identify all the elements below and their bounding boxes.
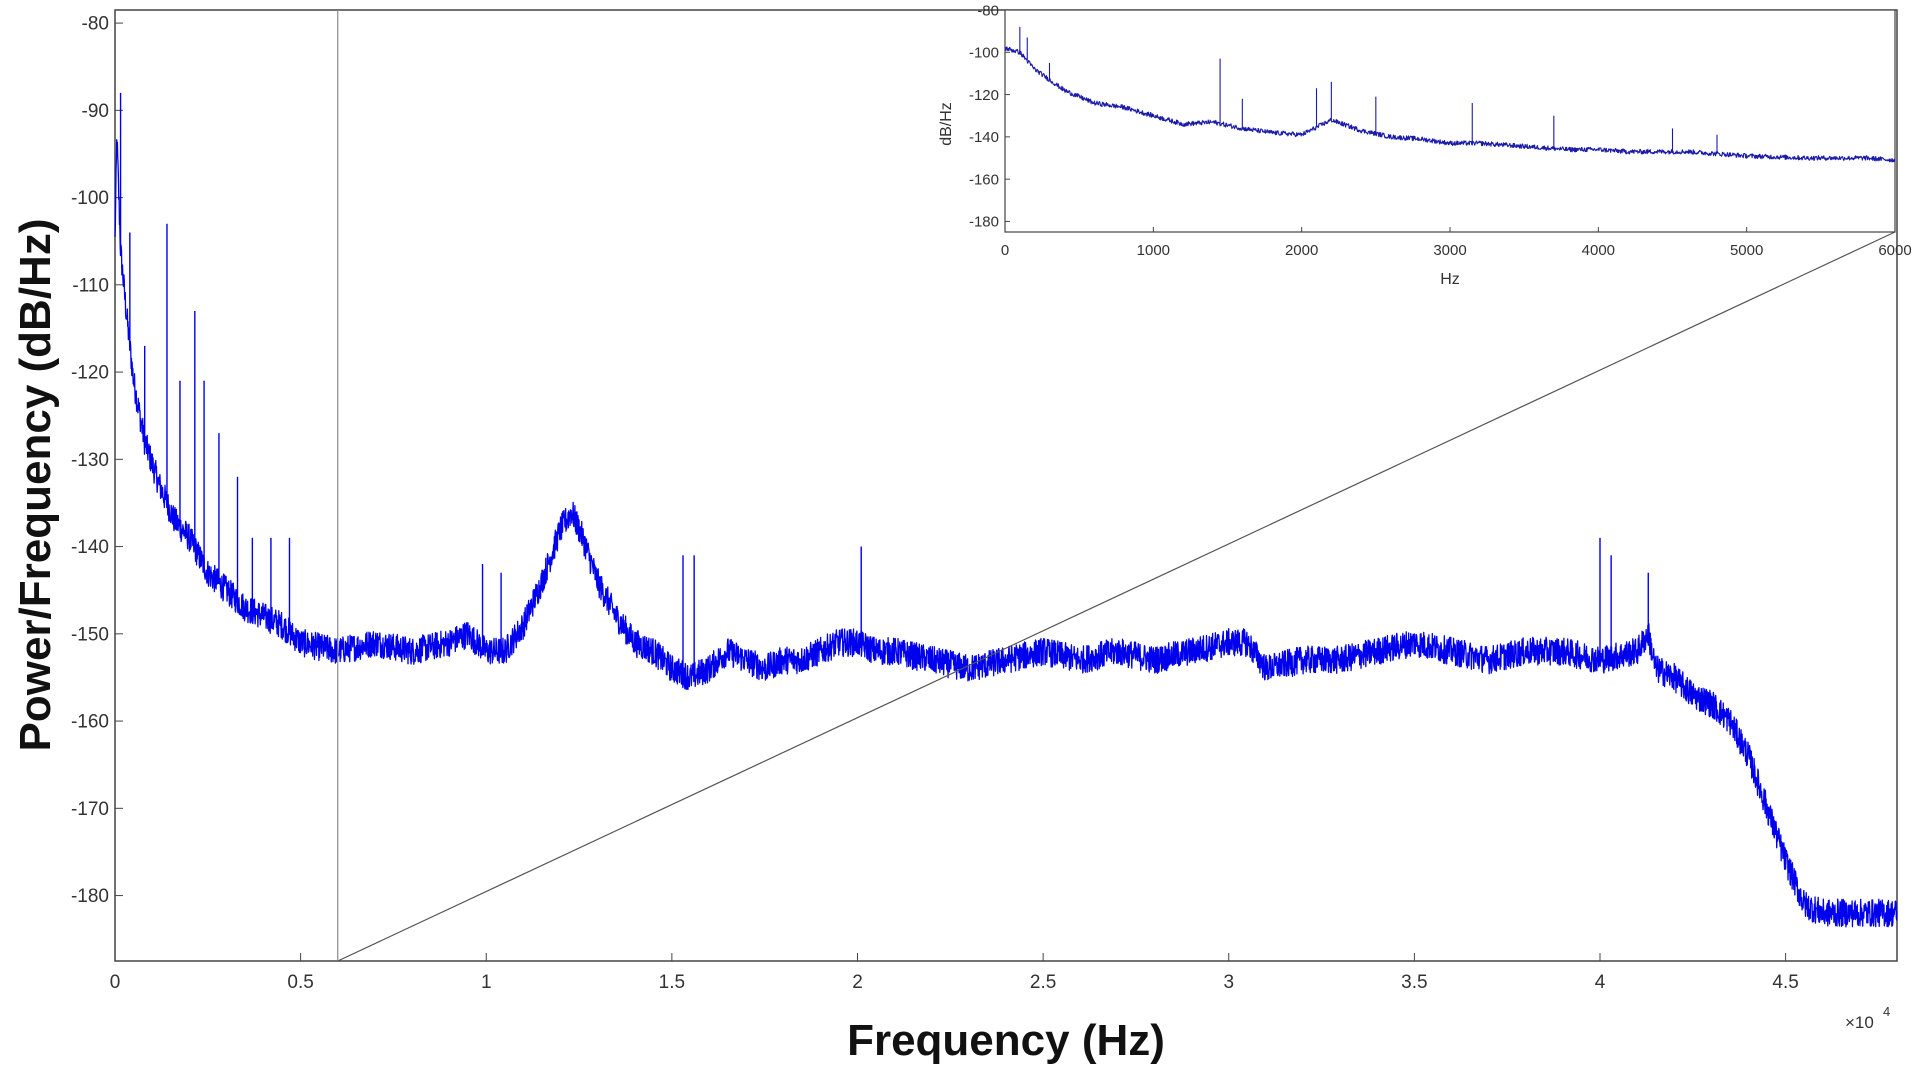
inset-x-tick-label: 3000	[1433, 242, 1466, 259]
inset-axes-frame	[1004, 9, 1896, 233]
inset-x-axis-label: Hz	[1440, 271, 1460, 288]
main-x-tick-label: 1	[481, 972, 492, 993]
main-y-tick-label: -110	[72, 275, 109, 296]
main-y-tick-label: -120	[71, 363, 109, 384]
inset-x-tick-label: 4000	[1582, 242, 1615, 259]
main-psd-series-line	[114, 139, 1898, 928]
main-x-tick-label: 4.5	[1772, 972, 1798, 993]
inset-y-tick-label: -140	[969, 129, 999, 146]
inset-y-tick-label: -80	[977, 2, 999, 19]
main-x-tick-label: 0	[110, 972, 121, 993]
main-x-tick-label: 3.5	[1401, 972, 1427, 993]
main-x-tick-label: 1.5	[659, 972, 685, 993]
main-x-exponent-power: 4	[1883, 1004, 1890, 1019]
main-x-tick-label: 3	[1223, 972, 1234, 993]
zoom-markers	[337, 10, 1896, 962]
inset-x-tick-label: 2000	[1285, 242, 1318, 259]
main-y-tick-label: -140	[71, 537, 109, 558]
main-y-tick-label: -80	[82, 14, 109, 35]
inset-y-tick-label: -160	[969, 171, 999, 188]
main-x-tick-label: 2.5	[1030, 972, 1056, 993]
inset-x-tick-label: 1000	[1137, 242, 1170, 259]
main-x-tick-label: 2	[852, 972, 863, 993]
main-y-tick-label: -90	[82, 101, 109, 122]
main-y-axis-label: Power/Frequency (dB/Hz)	[11, 219, 60, 752]
inset-y-axis-label: dB/Hz	[938, 102, 955, 146]
main-x-axis-label: Frequency (Hz)	[847, 1016, 1165, 1065]
main-y-tick-label: -170	[71, 799, 109, 820]
main-y-tick-label: -150	[71, 624, 109, 645]
main-y-tick-label: -130	[71, 450, 109, 471]
main-y-tick-label: -160	[71, 712, 109, 733]
inset-y-tick-label: -180	[969, 214, 999, 231]
main-x-tick-label: 0.5	[287, 972, 313, 993]
inset-psd-series-line	[1004, 46, 1896, 163]
inset-y-tick-label: -120	[969, 87, 999, 104]
inset-y-tick-label: -100	[969, 45, 999, 62]
main-y-tick-label: -180	[71, 886, 109, 907]
main-y-tick-label: -100	[71, 188, 109, 209]
inset-x-tick-label: 0	[1001, 242, 1009, 259]
inset-x-tick-label: 6000	[1878, 242, 1911, 259]
inset-x-tick-label: 5000	[1730, 242, 1763, 259]
zoom-diagonal-connector-line	[337, 231, 1896, 962]
main-x-exponent-label: ×10	[1845, 1013, 1874, 1032]
main-x-tick-label: 4	[1595, 972, 1606, 993]
